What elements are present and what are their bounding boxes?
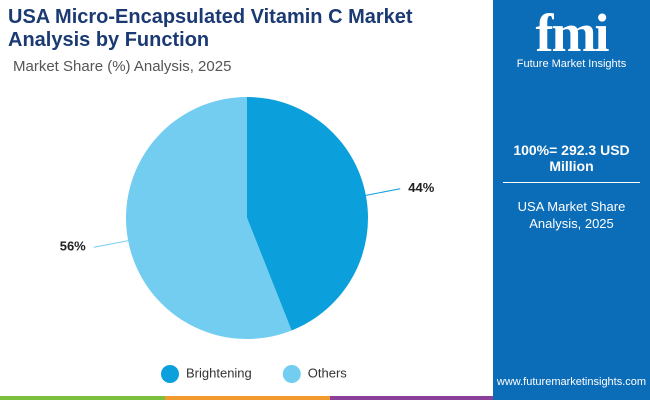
- chart-title: USA Micro-Encapsulated Vitamin C Market …: [8, 6, 413, 51]
- leader-line: [363, 188, 401, 197]
- data-label: 56%: [60, 239, 86, 254]
- pie-slice: [126, 97, 292, 339]
- logo: fmi: [535, 3, 610, 63]
- strip: [330, 396, 493, 400]
- strip: [493, 396, 650, 400]
- total: 100%= 292.3 USD Million: [513, 142, 630, 174]
- strip: [165, 396, 330, 400]
- strip: [0, 396, 165, 400]
- legend-marker: [282, 365, 301, 383]
- caption: USA Market Share Analysis, 2025: [517, 199, 626, 231]
- chart: 44% 56% Brightening Others: [60, 97, 435, 383]
- website: www.futuremarketinsights.com: [496, 376, 647, 388]
- sidebar: fmi Future Market Insights 100%= 292.3 U…: [493, 0, 650, 396]
- leader-line: [93, 239, 131, 248]
- data-label: 44%: [408, 180, 434, 195]
- legend-label: Others: [308, 365, 348, 380]
- divider: [503, 182, 640, 183]
- pie-slice: [247, 97, 369, 331]
- legend-marker: [161, 365, 179, 383]
- legend-label: Brightening: [186, 365, 252, 380]
- chart-subtitle: Market Share (%) Analysis, 2025: [13, 58, 232, 75]
- brand: Future Market Insights: [516, 58, 627, 70]
